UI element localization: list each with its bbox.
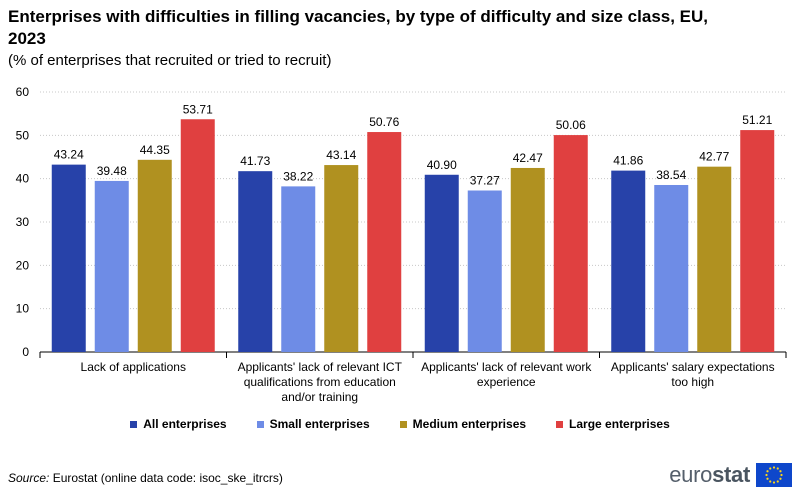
chart-subtitle: (% of enterprises that recruited or trie… bbox=[8, 52, 332, 69]
flag-star bbox=[772, 481, 776, 484]
legend-label: All enterprises bbox=[143, 417, 227, 431]
bar bbox=[51, 164, 86, 352]
y-tick-label: 10 bbox=[16, 302, 30, 316]
data-label: 40.90 bbox=[427, 158, 457, 172]
flag-star bbox=[766, 477, 769, 480]
bar bbox=[180, 119, 215, 352]
chart-legend: All enterprises Small enterprises Medium e… bbox=[0, 417, 800, 431]
source-text: Eurostat (online data code: isoc_ske_itr… bbox=[52, 471, 283, 485]
legend-item: Medium enterprises bbox=[399, 417, 527, 431]
data-label: 38.54 bbox=[656, 168, 686, 182]
legend-swatch bbox=[399, 420, 407, 428]
eu-flag-icon bbox=[756, 463, 792, 487]
legend-item: Small enterprises bbox=[256, 417, 370, 431]
bar bbox=[281, 186, 316, 352]
logo-suffix: stat bbox=[712, 462, 750, 487]
y-tick-label: 40 bbox=[16, 172, 30, 186]
flag-star bbox=[769, 480, 772, 483]
flag-star bbox=[765, 473, 768, 477]
bar bbox=[367, 132, 402, 352]
x-category-label: qualifications from education bbox=[244, 375, 396, 389]
data-label: 37.27 bbox=[470, 173, 500, 187]
legend-swatch bbox=[130, 420, 138, 428]
y-tick-label: 0 bbox=[22, 345, 29, 359]
flag-star bbox=[779, 477, 782, 480]
bar bbox=[467, 190, 502, 352]
data-label: 42.47 bbox=[513, 151, 543, 165]
source-label: Source: bbox=[8, 471, 50, 485]
x-category-label: experience bbox=[477, 375, 536, 389]
x-category-label: Applicants' lack of relevant work bbox=[421, 360, 592, 374]
bar bbox=[137, 159, 172, 352]
flag-star bbox=[772, 466, 776, 469]
bar bbox=[238, 171, 273, 352]
data-label: 43.14 bbox=[326, 148, 356, 162]
data-label: 41.73 bbox=[240, 154, 270, 168]
bar bbox=[324, 165, 359, 352]
flag-star bbox=[769, 467, 772, 470]
bar bbox=[553, 135, 588, 352]
data-label: 42.77 bbox=[699, 150, 729, 164]
bar bbox=[510, 167, 545, 352]
x-category-label: Applicants' salary expectations bbox=[611, 360, 775, 374]
data-label: 39.48 bbox=[97, 164, 127, 178]
eurostat-logo: eurostat bbox=[669, 462, 792, 488]
y-tick-label: 50 bbox=[16, 128, 30, 142]
legend-swatch bbox=[256, 420, 264, 428]
data-label: 51.21 bbox=[742, 113, 772, 127]
legend-label: Small enterprises bbox=[269, 417, 370, 431]
flag-star bbox=[776, 467, 779, 470]
flag-star bbox=[776, 480, 779, 483]
logo-prefix: euro bbox=[669, 462, 713, 487]
y-tick-label: 60 bbox=[16, 85, 30, 99]
bar bbox=[654, 184, 689, 352]
data-label: 53.71 bbox=[183, 102, 213, 116]
x-category-label: Lack of applications bbox=[81, 360, 186, 374]
bar bbox=[611, 170, 646, 352]
data-label: 44.35 bbox=[140, 143, 170, 157]
x-category-label: too high bbox=[671, 375, 714, 389]
x-category-label: Applicants' lack of relevant ICT bbox=[238, 360, 403, 374]
chart-title: Enterprises with difficulties in filling… bbox=[8, 7, 709, 48]
legend-swatch bbox=[556, 420, 564, 428]
source-note: Source: Eurostat (online data code: isoc… bbox=[8, 471, 283, 485]
bar bbox=[740, 130, 775, 352]
bar bbox=[94, 180, 129, 352]
x-category-label: and/or training bbox=[281, 390, 358, 404]
y-tick-label: 30 bbox=[16, 215, 30, 229]
legend-label: Large enterprises bbox=[569, 417, 670, 431]
legend-label: Medium enterprises bbox=[412, 417, 527, 431]
bar bbox=[424, 174, 459, 352]
logo-wordmark: eurostat bbox=[669, 462, 750, 488]
flag-star bbox=[780, 473, 783, 477]
legend-item: Large enterprises bbox=[556, 417, 670, 431]
data-label: 50.06 bbox=[556, 118, 586, 132]
data-label: 43.24 bbox=[54, 148, 84, 162]
data-label: 41.86 bbox=[613, 154, 643, 168]
legend-item: All enterprises bbox=[130, 417, 227, 431]
flag-star bbox=[779, 470, 782, 473]
data-label: 38.22 bbox=[283, 169, 313, 183]
data-label: 50.76 bbox=[369, 115, 399, 129]
flag-star bbox=[766, 470, 769, 473]
y-tick-label: 20 bbox=[16, 258, 30, 272]
bar bbox=[697, 166, 732, 352]
